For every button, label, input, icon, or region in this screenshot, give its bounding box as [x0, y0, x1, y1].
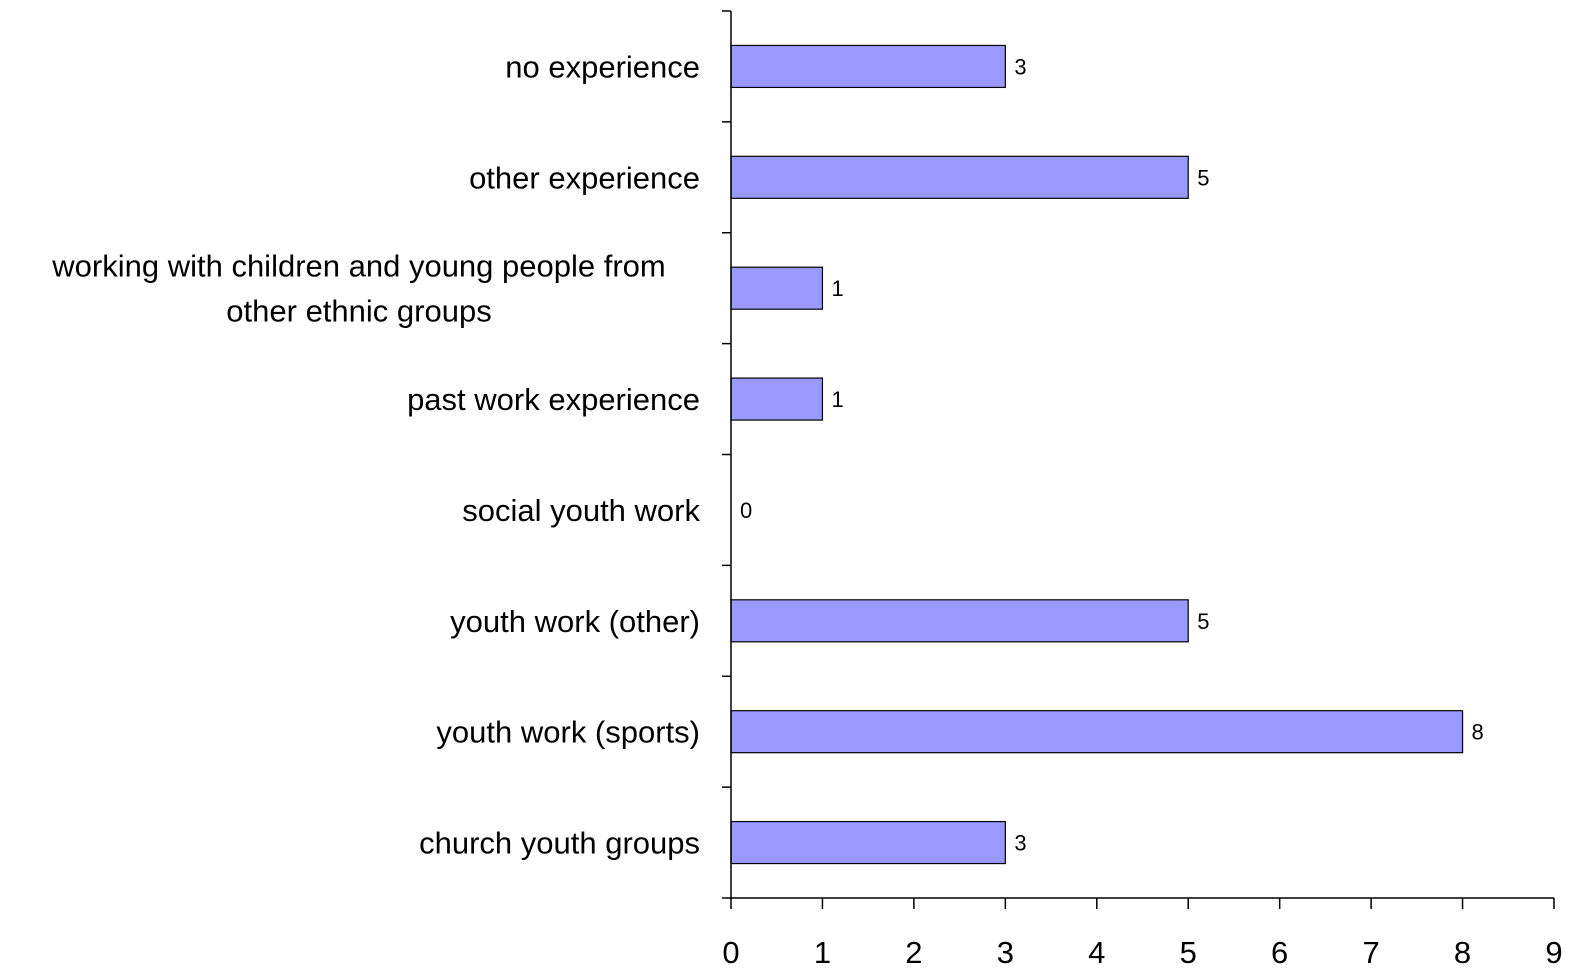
- category-label-2-line-0: working with children and young people f…: [51, 249, 665, 284]
- x-tick-label-7: 7: [1362, 935, 1379, 970]
- category-label-6: youth work (sports): [436, 715, 700, 750]
- data-label-7: 3: [1014, 831, 1026, 856]
- category-label-7: church youth groups: [419, 826, 700, 861]
- data-label-0: 3: [1014, 54, 1026, 79]
- x-tick-label-6: 6: [1271, 935, 1288, 970]
- category-label-3: past work experience: [407, 382, 700, 417]
- axes-layer: [722, 10, 1555, 909]
- x-tick-label-4: 4: [1088, 935, 1105, 970]
- data-label-5: 5: [1197, 609, 1209, 634]
- category-label-5: youth work (other): [450, 604, 700, 639]
- x-tick-label-1: 1: [814, 935, 831, 970]
- category-label-2: working with children and young people f…: [51, 249, 665, 329]
- data-label-3: 1: [831, 387, 843, 412]
- bar-7: [730, 820, 1006, 865]
- x-tick-label-9: 9: [1545, 935, 1562, 970]
- bar-6: [730, 710, 1464, 754]
- category-label-0: no experience: [505, 49, 700, 84]
- bar-0: [730, 44, 1006, 89]
- bar-1: [730, 155, 1189, 199]
- x-tick-label-5: 5: [1180, 935, 1197, 970]
- x-tick-label-8: 8: [1454, 935, 1471, 970]
- data-label-1: 5: [1197, 165, 1209, 190]
- bar-2: [730, 266, 824, 310]
- category-label-2-line-1: other ethnic groups: [226, 294, 491, 329]
- category-label-1: other experience: [469, 160, 700, 195]
- data-label-6: 8: [1472, 720, 1484, 745]
- data-label-4: 0: [740, 498, 752, 523]
- category-label-4: social youth work: [462, 493, 700, 528]
- x-tick-label-2: 2: [905, 935, 922, 970]
- x-tick-label-0: 0: [722, 935, 739, 970]
- bar-5: [730, 599, 1189, 643]
- data-label-2: 1: [831, 276, 843, 301]
- bar-3: [730, 377, 824, 421]
- x-tick-label-3: 3: [997, 935, 1014, 970]
- bars-layer: [730, 44, 1464, 865]
- labels-layer: 3 no experience 5 other experience 1 working …: [51, 49, 1562, 970]
